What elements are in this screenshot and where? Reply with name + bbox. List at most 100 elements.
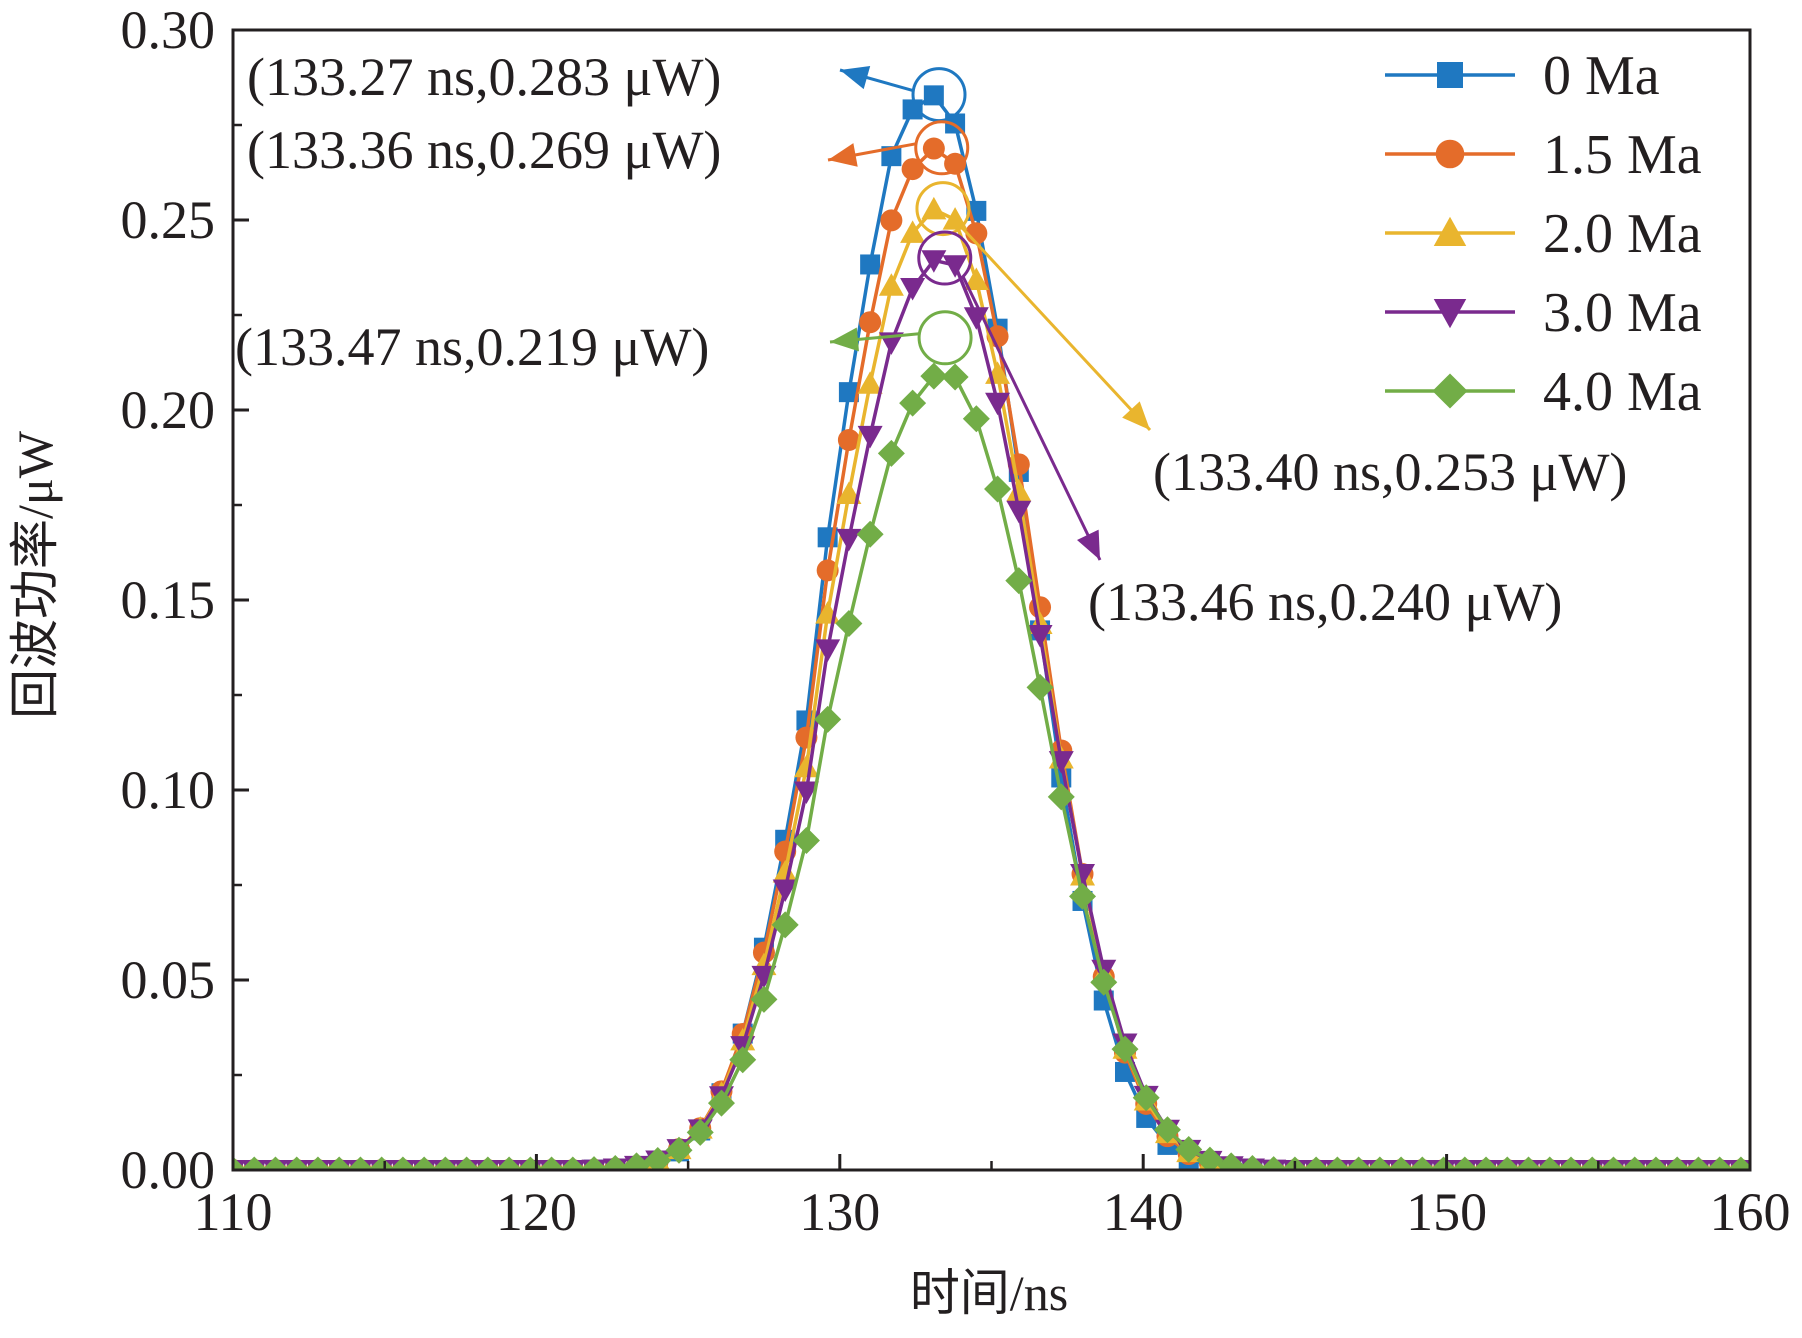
- data-point-0-ma: [860, 254, 881, 275]
- data-point-2-0-ma: [1006, 478, 1032, 502]
- annotation-2-0-ma: (133.40 ns,0.253 μW): [959, 225, 1627, 502]
- data-point-0-ma: [881, 146, 902, 167]
- data-point-4-0-ma: [1132, 1084, 1160, 1112]
- data-point-4-0-ma: [1515, 1156, 1543, 1170]
- annotation-0-ma: (133.27 ns,0.283 μW): [247, 47, 914, 107]
- peak-marker-3-0-ma: [917, 230, 973, 286]
- data-point-0-ma: [902, 99, 923, 120]
- data-point-1-5-ma: [880, 209, 903, 232]
- data-point-4-0-ma: [1387, 1156, 1415, 1170]
- data-point-4-0-ma: [431, 1156, 459, 1170]
- data-point-4-0-ma: [1366, 1156, 1394, 1170]
- data-point-4-0-ma: [1536, 1156, 1564, 1170]
- series-4-0-ma: [233, 310, 1750, 1170]
- annotation-label-3-0-ma: (133.46 ns,0.240 μW): [1088, 572, 1562, 632]
- y-tick-label: 0.05: [121, 950, 216, 1010]
- data-point-3-0-ma: [963, 307, 989, 330]
- legend-label-3-0-ma: 3.0 Ma: [1543, 282, 1702, 344]
- annotation-arrowhead-3-0-ma: [1077, 529, 1100, 560]
- data-point-4-0-ma: [389, 1156, 417, 1170]
- annotation-3-0-ma: (133.46 ns,0.240 μW): [961, 275, 1562, 632]
- data-point-4-0-ma: [233, 1156, 247, 1170]
- data-point-4-0-ma: [1642, 1156, 1670, 1170]
- data-point-4-0-ma: [729, 1046, 757, 1074]
- legend-label-4-0-ma: 4.0 Ma: [1543, 361, 1702, 423]
- data-point-4-0-ma: [1621, 1156, 1649, 1170]
- annotation-label-0-ma: (133.27 ns,0.283 μW): [247, 47, 721, 107]
- data-point-4-0-ma: [771, 911, 799, 939]
- data-point-4-0-ma: [1345, 1156, 1373, 1170]
- data-point-4-0-ma: [495, 1156, 523, 1170]
- data-point-3-0-ma: [772, 879, 798, 903]
- data-point-2-0-ma: [836, 481, 862, 504]
- data-point-4-0-ma: [1047, 783, 1075, 811]
- y-tick-label: 0.00: [121, 1140, 216, 1200]
- data-point-0-ma: [923, 85, 944, 106]
- data-point-4-0-ma: [623, 1152, 651, 1170]
- annotation-label-2-0-ma: (133.40 ns,0.253 μW): [1153, 442, 1627, 502]
- data-point-4-0-ma: [1069, 882, 1097, 910]
- legend-item-2-0-ma: 2.0 Ma: [1385, 203, 1702, 265]
- annotation-arrowhead-1-5-ma: [828, 143, 858, 167]
- data-point-4-0-ma: [1090, 968, 1118, 996]
- data-point-4-0-ma: [750, 985, 778, 1013]
- x-tick-label: 110: [194, 1182, 273, 1242]
- data-point-4-0-ma: [240, 1156, 268, 1170]
- data-point-4-0-ma: [835, 610, 863, 638]
- legend: 0 Ma 1.5 Ma 2.0 Ma 3.0 Ma 4.0 Ma: [1385, 45, 1702, 423]
- y-tick-label: 0.15: [121, 570, 216, 630]
- data-point-4-0-ma: [920, 362, 948, 390]
- annotation-arrowhead-4-0-ma: [830, 327, 859, 352]
- data-point-4-0-ma: [1323, 1156, 1351, 1170]
- data-point-4-0-ma: [962, 405, 990, 433]
- data-point-4-0-ma: [1026, 673, 1054, 701]
- annotation-1-5-ma: (133.36 ns,0.269 μW): [247, 120, 917, 180]
- data-point-4-0-ma: [1408, 1156, 1436, 1170]
- data-point-1-5-ma: [944, 152, 967, 175]
- data-point-4-0-ma: [261, 1156, 289, 1170]
- data-point-4-0-ma: [474, 1156, 502, 1170]
- peak-marker-1-5-ma: [914, 120, 970, 176]
- data-point-4-0-ma: [644, 1147, 672, 1170]
- data-point-4-0-ma: [580, 1156, 608, 1170]
- legend-marker-3-0-ma: [1433, 299, 1467, 329]
- data-point-4-0-ma: [1302, 1156, 1330, 1170]
- data-point-0-ma: [838, 382, 859, 403]
- data-point-1-5-ma: [901, 158, 924, 181]
- y-tick-label: 0.10: [121, 760, 216, 820]
- annotation-label-4-0-ma: (133.47 ns,0.219 μW): [235, 317, 709, 377]
- data-point-4-0-ma: [453, 1156, 481, 1170]
- data-point-4-0-ma: [601, 1154, 629, 1170]
- annotation-4-0-ma: (133.47 ns,0.219 μW): [235, 317, 920, 377]
- data-point-4-0-ma: [1196, 1146, 1224, 1170]
- data-point-3-0-ma: [1006, 500, 1032, 524]
- peak-annotations: (133.27 ns,0.283 μW) (133.36 ns,0.269 μW)…: [235, 47, 1627, 632]
- y-tick-label: 0.20: [121, 380, 216, 440]
- data-point-2-0-ma: [942, 207, 968, 230]
- annotation-arrowhead-0-ma: [840, 66, 871, 90]
- x-tick-label: 150: [1406, 1182, 1487, 1242]
- data-point-2-0-ma: [793, 754, 819, 778]
- data-point-4-0-ma: [559, 1156, 587, 1170]
- data-point-4-0-ma: [325, 1156, 353, 1170]
- series-layer: [233, 67, 1750, 1170]
- legend-label-0-ma: 0 Ma: [1543, 45, 1660, 107]
- series-line-1-5-ma: [233, 146, 1741, 1170]
- data-point-1-5-ma: [859, 311, 882, 334]
- data-point-3-0-ma: [793, 781, 819, 805]
- peak-marker-2-0-ma: [915, 181, 971, 237]
- data-point-4-0-ma: [856, 520, 884, 548]
- series-line-0-ma: [233, 92, 1741, 1170]
- data-point-3-0-ma: [900, 278, 926, 301]
- data-point-4-0-ma: [941, 363, 969, 391]
- annotation-arrow-2-0-ma: [959, 225, 1152, 432]
- legend-item-4-0-ma: 4.0 Ma: [1385, 361, 1702, 423]
- x-axis: 110 120 130 140 150 160: [194, 1154, 1791, 1242]
- annotation-arrowhead-2-0-ma: [1122, 401, 1150, 430]
- x-tick-label: 130: [799, 1182, 880, 1242]
- data-point-4-0-ma: [1111, 1035, 1139, 1063]
- data-point-3-0-ma: [815, 639, 841, 662]
- series-1-5-ma: [233, 120, 1750, 1170]
- data-point-4-0-ma: [1005, 567, 1033, 595]
